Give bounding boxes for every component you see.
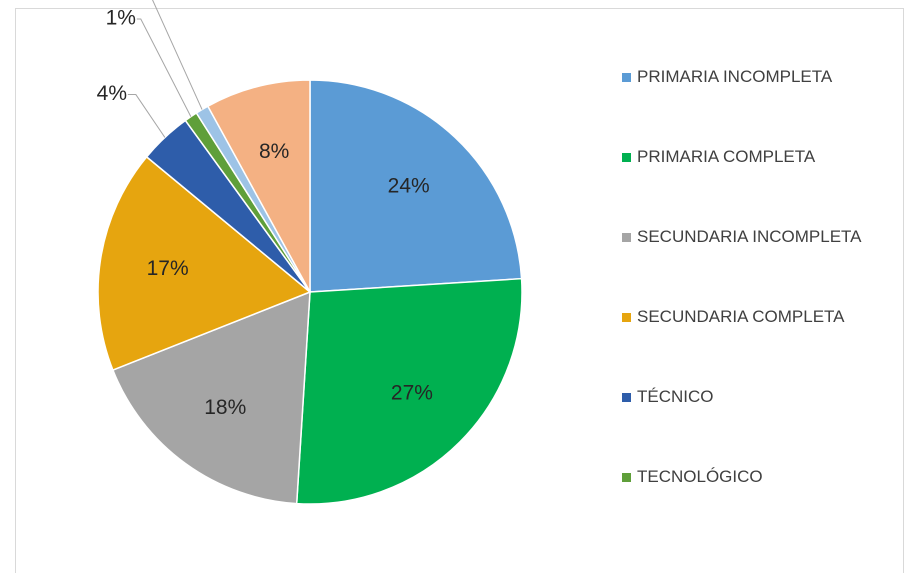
leader-line [127, 94, 166, 138]
legend-item: PRIMARIA COMPLETA [622, 139, 897, 175]
pie-slice [309, 79, 523, 293]
data-label: 8% [259, 140, 289, 163]
pie-slice [206, 79, 311, 293]
chart-frame [15, 8, 904, 573]
legend-item: SECUNDARIA COMPLETA [622, 299, 897, 335]
data-label: 17% [147, 257, 189, 280]
legend-label: TÉCNICO [637, 387, 714, 406]
legend-swatch [622, 393, 631, 402]
data-label: 4% [97, 82, 127, 105]
data-label: 1% [106, 7, 136, 30]
legend-swatch [622, 73, 631, 82]
legend-item: PRIMARIA INCOMPLETA [622, 59, 897, 95]
pie-slice [111, 290, 311, 505]
legend-label: SECUNDARIA INCOMPLETA [637, 227, 862, 246]
legend-item: TÉCNICO [622, 379, 897, 415]
data-label: 27% [391, 381, 433, 404]
data-label: 18% [204, 396, 246, 419]
leader-line [136, 18, 192, 117]
pie-slice [97, 155, 312, 372]
legend-swatch [622, 313, 631, 322]
legend-swatch [622, 233, 631, 242]
data-label: 24% [388, 174, 430, 197]
legend-swatch [622, 473, 631, 482]
pie-slice [295, 277, 523, 505]
legend-label: PRIMARIA COMPLETA [637, 147, 816, 166]
legend-label: TECNOLÓGICO [637, 467, 763, 486]
legend-item: TECNOLÓGICO [622, 459, 897, 495]
leader-line [152, 0, 203, 110]
legend-swatch [622, 153, 631, 162]
legend-label: SECUNDARIA COMPLETA [637, 307, 845, 326]
legend-item: SECUNDARIA INCOMPLETA [622, 219, 897, 255]
legend-label: PRIMARIA INCOMPLETA [637, 67, 833, 86]
